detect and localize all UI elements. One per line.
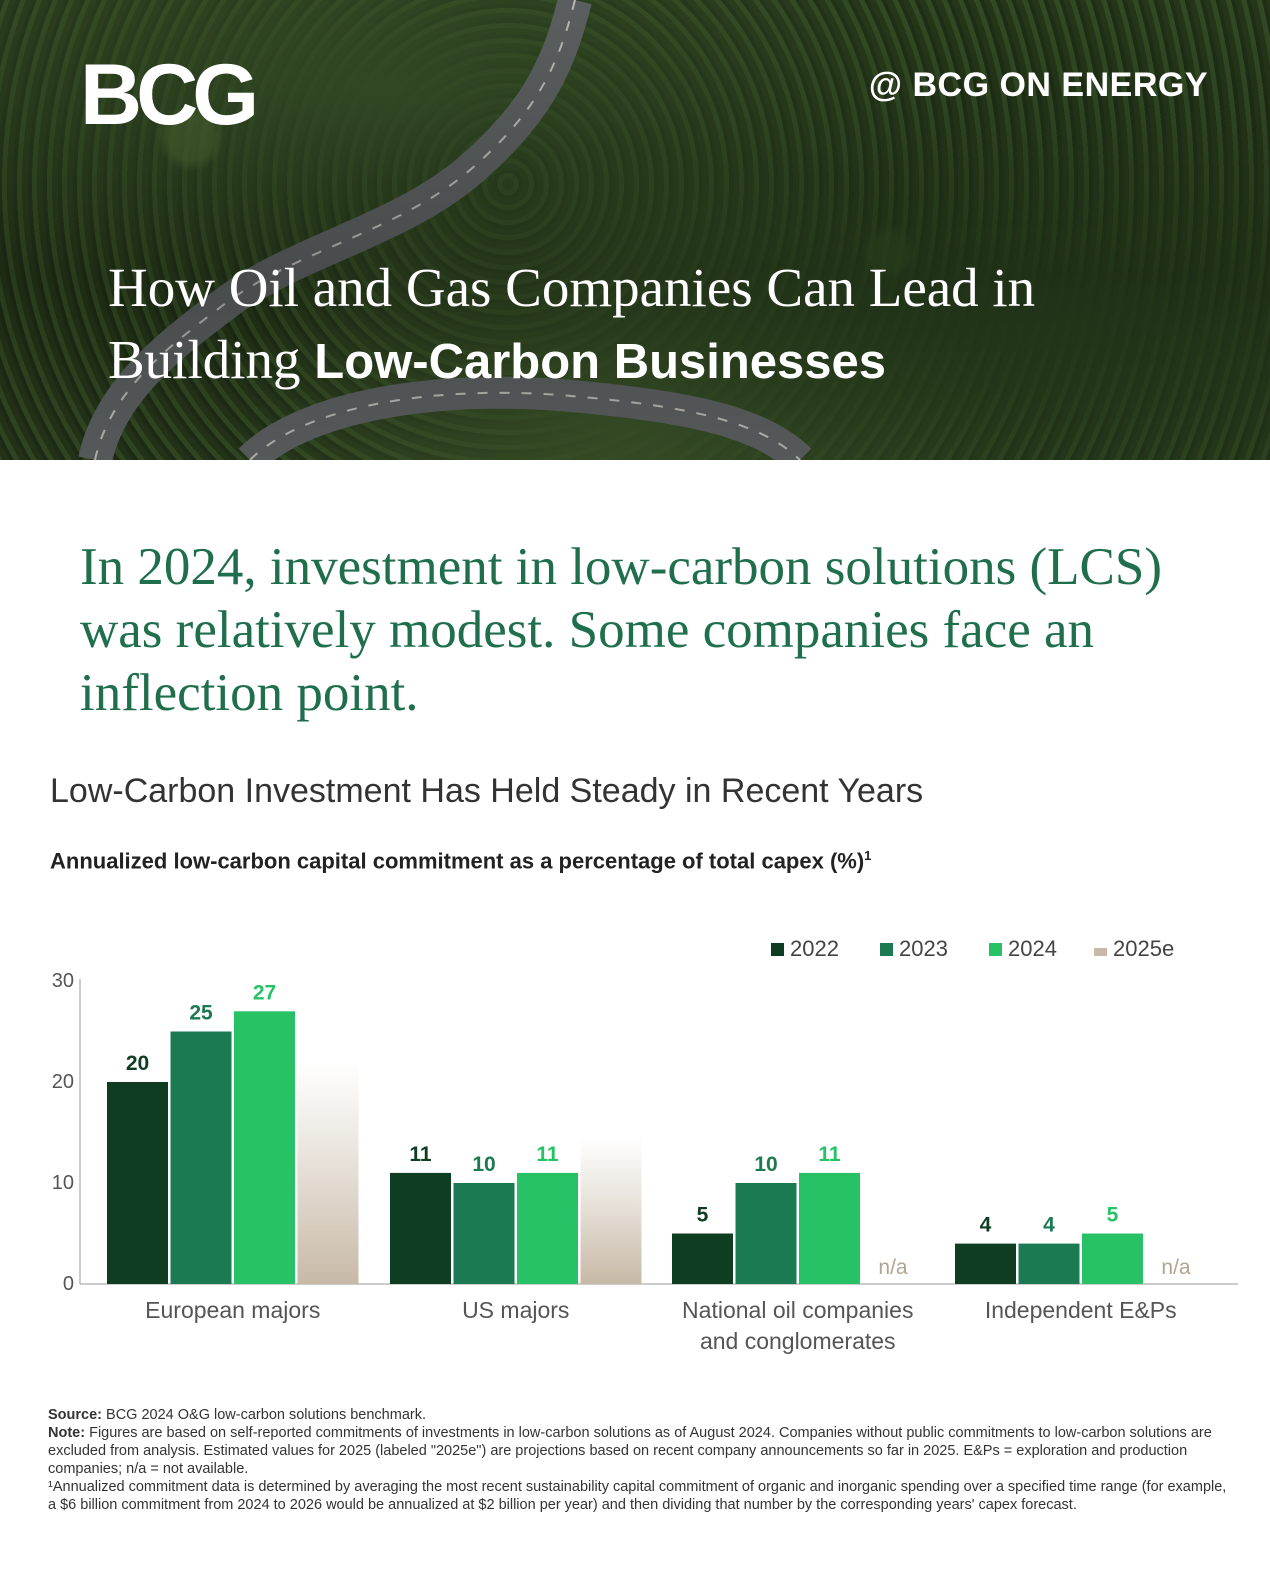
footnote-marker: 1 — [864, 848, 872, 863]
data-label-na: n/a — [878, 1256, 908, 1279]
hero-title-regular: How Oil and Gas Companies Can Lead in Bu… — [108, 257, 1036, 390]
legend-item-2022: 2022 — [771, 936, 839, 962]
y-tick-label: 20 — [52, 1071, 74, 1093]
legend-item-2025e: 2025e — [1094, 936, 1174, 962]
data-label: 4 — [1043, 1214, 1055, 1237]
bar-2024 — [799, 1172, 860, 1284]
headline: In 2024, investment in low-carbon soluti… — [80, 538, 1162, 722]
bar-2025e — [580, 1137, 642, 1284]
source-line: Source: BCG 2024 O&G low-carbon solution… — [48, 1406, 1238, 1424]
bar-2023 — [735, 1183, 797, 1284]
bar-2022 — [107, 1082, 168, 1284]
chart-title: Low-Carbon Investment Has Held Steady in… — [50, 772, 924, 810]
note-label: Note: — [48, 1425, 86, 1441]
chart-subtitle: Annualized low-carbon capital commitment… — [50, 848, 871, 874]
hero-banner: BCG @ BCG ON ENERGY How Oil and Gas Comp… — [0, 0, 1270, 460]
y-tick-label: 10 — [52, 1172, 74, 1194]
category-label: and conglomerates — [700, 1328, 896, 1354]
data-label: 11 — [409, 1143, 432, 1166]
source-text: BCG 2024 O&G low-carbon solutions benchm… — [106, 1407, 426, 1423]
footnote-1: ¹Annualized commitment data is determine… — [48, 1479, 1227, 1513]
data-label: 25 — [189, 1002, 213, 1025]
y-tick-label: 0 — [63, 1273, 74, 1295]
chart-legend: 2022 2023 2024 2025e — [0, 936, 1270, 966]
bcg-logo: BCG — [80, 47, 259, 143]
bar-2025e — [297, 1061, 359, 1284]
road-illustration — [78, 0, 812, 460]
legend-swatch — [771, 942, 784, 956]
bar-2022 — [672, 1233, 733, 1284]
data-label: 5 — [1107, 1204, 1119, 1227]
note-text: Figures are based on self-reported commi… — [48, 1425, 1212, 1477]
legend-label: 2023 — [899, 936, 948, 961]
data-label: 10 — [472, 1153, 495, 1176]
legend-label: 2024 — [1008, 936, 1057, 961]
source-label: Source: — [48, 1407, 102, 1423]
y-tick-label: 30 — [52, 970, 74, 992]
note-line: Note: Figures are based on self-reported… — [48, 1424, 1238, 1478]
bar-2024 — [234, 1011, 295, 1284]
data-label: 27 — [253, 981, 276, 1004]
data-label: 20 — [126, 1052, 149, 1075]
legend-label: 2025e — [1113, 936, 1175, 961]
social-handle: @ BCG ON ENERGY — [868, 66, 1208, 104]
category-label: US majors — [462, 1297, 569, 1323]
legend-item-2023: 2023 — [880, 936, 948, 962]
bar-2022 — [955, 1243, 1016, 1284]
legend-swatch — [1094, 947, 1107, 956]
bar-2023 — [1018, 1243, 1080, 1284]
bar-2024 — [517, 1172, 578, 1284]
data-label: 11 — [818, 1143, 841, 1166]
bar-chart: 0 10 20 30 20 25 27 European majors 11 10 11 US maj… — [52, 970, 1238, 1354]
hero-title-bold: Low-Carbon Businesses — [314, 335, 887, 389]
data-label: 5 — [697, 1204, 709, 1227]
category-label: Independent E&Ps — [985, 1297, 1177, 1323]
hero-title: How Oil and Gas Companies Can Lead in Bu… — [108, 252, 1228, 398]
legend-item-2024: 2024 — [989, 936, 1057, 962]
category-label: European majors — [145, 1297, 320, 1323]
bar-2024 — [1082, 1233, 1143, 1284]
bar-2023 — [170, 1031, 232, 1284]
footnotes: Source: BCG 2024 O&G low-carbon solution… — [48, 1406, 1238, 1514]
bar-2023 — [453, 1183, 515, 1284]
data-label-na: n/a — [1161, 1256, 1191, 1279]
data-label: 10 — [754, 1153, 777, 1176]
bar-2022 — [390, 1172, 451, 1284]
legend-swatch — [989, 942, 1002, 956]
data-label: 11 — [536, 1143, 559, 1166]
hero-shade — [0, 0, 1270, 460]
data-label: 4 — [980, 1214, 992, 1237]
legend-label: 2022 — [790, 936, 839, 961]
chart-subtitle-text: Annualized low-carbon capital commitment… — [50, 848, 865, 874]
category-label: National oil companies — [682, 1297, 913, 1323]
legend-swatch — [880, 942, 893, 956]
